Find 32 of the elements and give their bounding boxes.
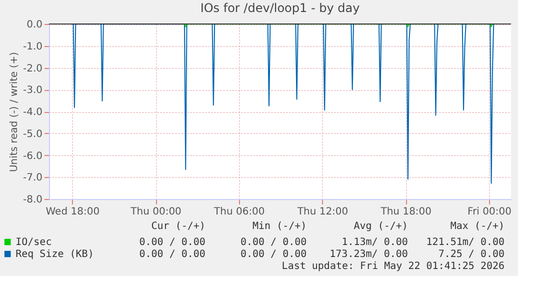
text: 0.00 / 0.00 [139,237,206,248]
x-tick-label: Thu 06:00 [213,206,265,218]
y-tick-label: -1.0 [22,41,42,52]
y-tick-label: -8.0 [22,194,42,206]
y-tick-label: -2.0 [22,63,42,74]
legend-label: IO/sec [16,237,52,248]
x-tick-label: Thu 18:00 [380,206,432,218]
text: 7.25 / 0.00 [438,249,505,260]
y-axis-title: Units read (-) / write (+) [8,52,20,172]
y-tick-label: -7.0 [22,172,42,184]
text: 121.51m/ 0.00 [426,237,505,248]
text: 0.00 / 0.00 [240,237,307,248]
y-tick-label: -4.0 [22,107,42,118]
x-tick-label: Wed 18:00 [46,206,100,218]
y-tick-label: 0.0 [26,20,42,30]
text: Avg (-/+) [354,221,408,232]
x-tick-label: Thu 12:00 [296,206,348,218]
text: Last update: Fri May 22 01:41:25 2026 [282,261,505,272]
text: 0.00 / 0.00 [139,249,206,260]
x-tick-label: Fri 00:00 [468,206,512,218]
legend-label: Req Size (KB) [16,249,94,260]
chart-title: IOs for /dev/loop1 - by day [200,1,360,15]
text: 0.00 / 0.00 [240,249,307,260]
y-tick-label: -3.0 [22,85,42,96]
text: 173.23m/ 0.00 [330,249,408,260]
text: 1.13m/ 0.00 [342,237,408,248]
y-tick-label: -6.0 [22,150,42,162]
y-tick-label: -5.0 [22,128,42,140]
text: Min (-/+) [252,221,307,232]
x-tick-label: Thu 00:00 [130,206,182,218]
text: Cur (-/+) [151,221,206,232]
text: Max (-/+) [450,221,505,232]
